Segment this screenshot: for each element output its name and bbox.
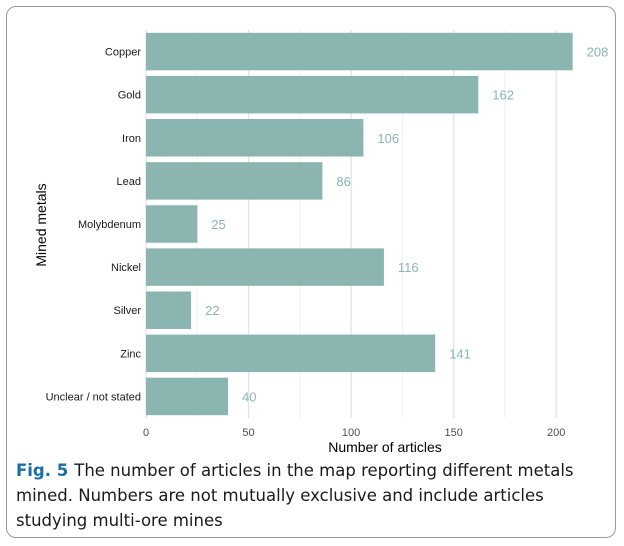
category-label: Iron — [122, 133, 141, 145]
bar — [146, 377, 229, 416]
category-label: Gold — [118, 90, 141, 102]
bars — [146, 32, 573, 416]
y-axis-title: Mined metals — [33, 183, 49, 266]
x-tick-label: 150 — [444, 427, 462, 439]
bar — [146, 248, 384, 286]
figure-caption: Fig. 5 The number of articles in the map … — [16, 458, 612, 533]
figure-frame — [6, 6, 616, 538]
category-label: Silver — [113, 305, 141, 317]
caption-label: Fig. 5 — [16, 461, 69, 480]
bar — [146, 75, 479, 114]
category-labels: Copper Gold Iron Lead Molybdenum Nickel Silver… — [46, 47, 142, 404]
value-label: 106 — [377, 131, 399, 146]
value-labels: 208 162 106 86 25 116 22 141 40 — [205, 45, 608, 405]
bar — [146, 334, 436, 373]
category-label: Copper — [105, 47, 141, 59]
value-label: 208 — [587, 45, 609, 60]
category-label: Nickel — [111, 262, 141, 274]
caption-text: The number of articles in the map report… — [16, 461, 574, 530]
bar — [146, 291, 192, 329]
bar — [146, 32, 573, 71]
x-tick-label: 200 — [547, 427, 565, 439]
x-tick-label: 50 — [242, 427, 254, 439]
value-label: 22 — [205, 303, 219, 318]
bar — [146, 162, 323, 200]
value-label: 162 — [492, 88, 514, 103]
value-label: 141 — [449, 346, 471, 361]
bar-chart: Copper Gold Iron Lead Molybdenum Nickel Silver… — [33, 30, 608, 455]
value-label: 86 — [336, 174, 350, 189]
category-label: Molybdenum — [78, 219, 141, 231]
x-tick-labels: 0 50 100 150 200 — [143, 427, 565, 439]
bar — [146, 119, 364, 157]
bar — [146, 205, 198, 243]
value-label: 40 — [242, 389, 256, 404]
category-label: Zinc — [120, 348, 141, 360]
x-tick-label: 0 — [143, 427, 149, 439]
category-label: Lead — [117, 176, 141, 188]
value-label: 25 — [211, 217, 225, 232]
category-label: Unclear / not stated — [46, 391, 141, 403]
value-label: 116 — [398, 260, 419, 275]
x-tick-label: 100 — [342, 427, 360, 439]
x-axis-title: Number of articles — [328, 439, 442, 455]
